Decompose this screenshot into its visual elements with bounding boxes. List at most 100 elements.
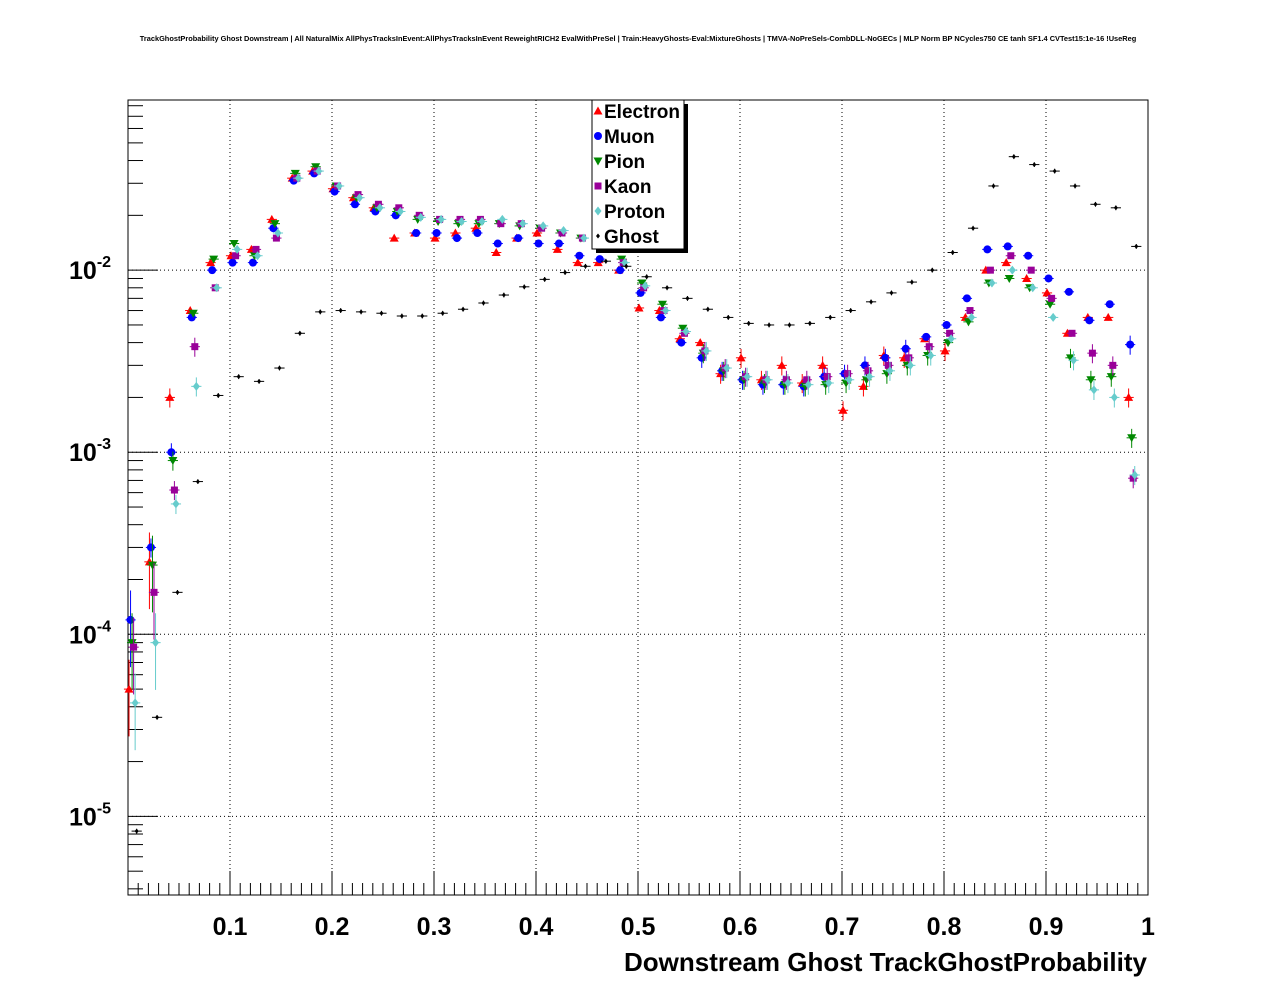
data-point: [743, 372, 751, 382]
data-point: [1129, 474, 1137, 482]
data-point: [662, 306, 670, 316]
data-point: [192, 381, 200, 391]
data-point: [828, 314, 833, 320]
data-point: [1090, 385, 1098, 395]
data-point: [389, 233, 399, 242]
legend: Electron Muon Pion Kaon Proton Ghost: [591, 99, 688, 253]
y-tick-label: 10-2: [69, 254, 111, 285]
x-tick-label: 0.6: [723, 913, 758, 941]
x-tick-label: 0.5: [621, 913, 656, 941]
data-point: [818, 360, 828, 369]
data-point: [412, 228, 421, 237]
y-tick-label: 10-4: [69, 618, 111, 649]
data-point: [254, 251, 262, 261]
data-point: [884, 361, 892, 369]
data-point: [1064, 287, 1073, 296]
data-point: [777, 360, 787, 369]
legend-marker-kaon: [594, 182, 602, 190]
data-point: [702, 346, 710, 356]
data-point: [682, 327, 690, 337]
data-point: [270, 220, 280, 229]
y-tick-label: 10-5: [69, 800, 111, 831]
data-point: [1003, 242, 1012, 251]
legend-marker-muon: [594, 132, 602, 140]
data-point: [930, 267, 935, 273]
data-point: [430, 233, 440, 242]
data-point: [677, 338, 686, 347]
legend-marker-electron: [593, 106, 603, 115]
data-point: [228, 258, 237, 267]
x-tick-label: 0.2: [315, 913, 350, 941]
data-point: [1109, 361, 1117, 369]
x-tick-label: 1: [1141, 913, 1155, 941]
data-point: [519, 219, 527, 229]
data-point: [206, 258, 216, 267]
data-point: [1110, 392, 1118, 402]
data-point: [1103, 312, 1113, 321]
chart-title: TrackGhostProbability Ghost Downstream |…: [139, 34, 1137, 43]
data-point: [272, 234, 280, 242]
data-point: [146, 543, 155, 552]
data-point: [886, 366, 894, 376]
data-point: [257, 378, 262, 384]
data-point: [971, 225, 976, 231]
x-tick-label: 0.8: [927, 913, 962, 941]
data-point: [1004, 274, 1014, 283]
data-point: [1068, 329, 1076, 337]
data-point: [1011, 154, 1016, 160]
data-point: [188, 309, 198, 318]
data-point: [134, 828, 139, 834]
x-tick-label: 0.7: [825, 913, 860, 941]
data-point: [248, 258, 257, 267]
data-point: [1045, 300, 1055, 309]
data-point: [746, 320, 751, 326]
data-point: [130, 643, 138, 651]
data-point: [845, 375, 853, 385]
data-point: [616, 266, 625, 275]
data-point: [168, 457, 178, 466]
data-point: [318, 309, 323, 315]
data-point: [396, 206, 404, 216]
data-point: [290, 169, 300, 178]
data-point: [374, 200, 382, 208]
data-point: [803, 376, 811, 384]
data-point: [901, 344, 910, 353]
data-point: [1093, 201, 1098, 207]
data-point: [1042, 288, 1052, 297]
data-point: [787, 322, 792, 328]
data-point: [1008, 265, 1016, 275]
data-point: [274, 228, 282, 238]
data-point: [1088, 349, 1096, 357]
legend-label: Proton: [604, 202, 665, 223]
legend-label: Ghost: [604, 227, 660, 248]
data-point: [458, 217, 466, 227]
data-point: [1106, 373, 1116, 382]
data-point: [656, 313, 665, 322]
data-point: [1027, 266, 1035, 274]
data-point: [986, 266, 994, 274]
data-point: [927, 350, 935, 360]
data-point: [844, 370, 852, 378]
x-tick-label: 0.3: [417, 913, 452, 941]
data-point: [209, 255, 219, 264]
legend-marker-ghost: [596, 233, 600, 239]
data-point: [338, 308, 343, 314]
data-point: [782, 376, 790, 384]
data-point: [1127, 434, 1137, 443]
data-point: [501, 292, 506, 298]
x-axis-label: Downstream Ghost TrackGhostProbability: [624, 947, 1148, 977]
data-point: [705, 306, 710, 312]
data-point: [147, 561, 157, 570]
data-point: [784, 378, 792, 388]
data-point: [807, 320, 812, 326]
data-point: [966, 307, 974, 315]
data-point: [573, 258, 583, 267]
data-point: [1007, 252, 1015, 260]
data-point: [1131, 470, 1139, 480]
data-point: [881, 353, 890, 362]
data-point: [695, 338, 705, 347]
data-point: [532, 228, 542, 237]
data-point: [127, 639, 137, 648]
data-point: [399, 313, 404, 319]
data-point: [232, 252, 240, 260]
